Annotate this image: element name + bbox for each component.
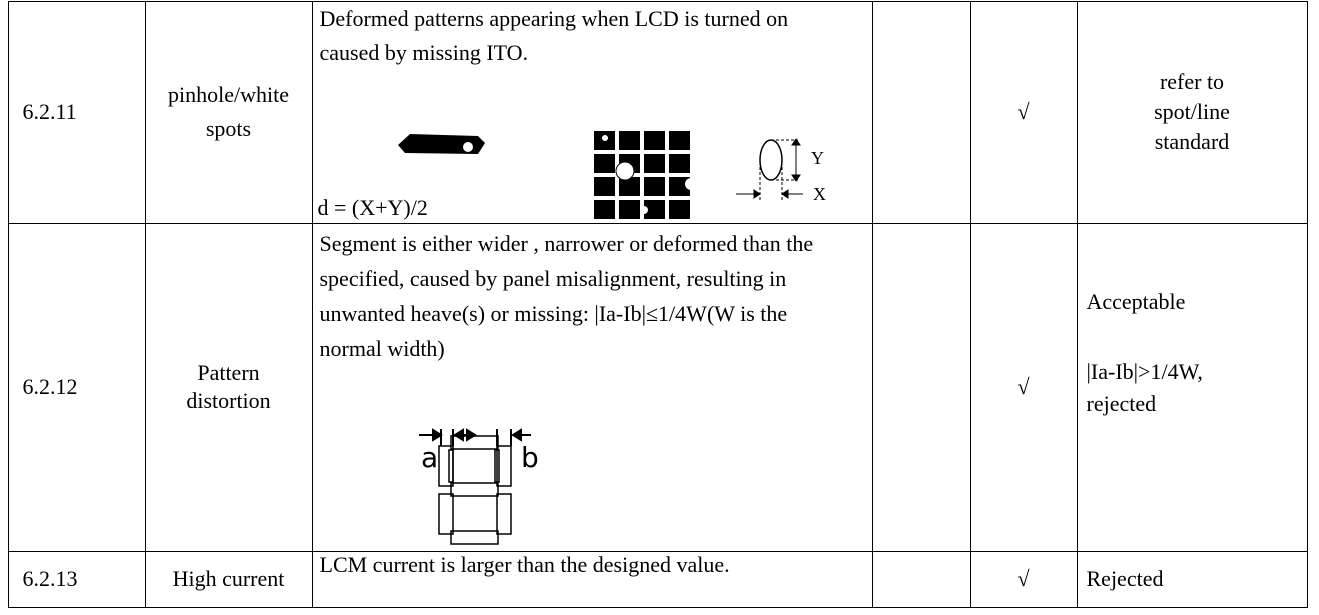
defect-shape	[397, 133, 485, 154]
cell: High current	[144, 550, 313, 608]
cell: √	[969, 0, 1078, 224]
criteria: |Ia-Ib|>1/4W, rejected	[1086, 358, 1203, 416]
cell	[871, 550, 971, 608]
row-id: 6.2.12	[22, 374, 78, 399]
cell: Rejected	[1076, 550, 1308, 608]
description: LCM current is larger than the designed …	[319, 551, 730, 577]
pixel-grid	[593, 130, 690, 219]
segment-digit	[437, 434, 512, 545]
dim-arrows	[735, 137, 803, 199]
row-id: 6.2.11	[22, 99, 77, 124]
pixel-defect	[615, 161, 634, 180]
cell: Pattern distortion	[144, 222, 313, 552]
pixel-defect	[684, 177, 697, 190]
cell: √	[969, 222, 1078, 552]
figure-label: Y	[811, 148, 824, 168]
row-id: 6.2.13	[22, 566, 78, 591]
cell: 6.2.12	[7, 222, 146, 552]
cell	[871, 222, 971, 552]
figure: a b	[418, 427, 539, 545]
cell: 6.2.13	[7, 550, 146, 608]
cell: Deformed patterns appearing when LCD is …	[311, 0, 873, 224]
cell	[871, 0, 971, 224]
cell: 6.2.11	[7, 0, 146, 224]
dim-arrows	[418, 427, 531, 446]
criteria: Acceptable	[1086, 288, 1186, 314]
formula: d = (X+Y)/2	[317, 194, 428, 220]
cell: Segment is either wider , narrower or de…	[311, 222, 873, 552]
description: Segment is either wider , narrower or de…	[319, 230, 814, 361]
pixel-defect	[601, 134, 608, 141]
dim-lines	[759, 139, 798, 200]
figure-label: X	[813, 184, 826, 204]
criteria: refer to spot/line standard	[1154, 69, 1230, 154]
figure-label: a	[421, 441, 438, 474]
figure-label: b	[521, 441, 539, 474]
spot-outline	[758, 138, 783, 181]
item: pinhole/white spots	[168, 82, 289, 141]
defect-hole	[462, 141, 473, 152]
check-mark: √	[1017, 374, 1030, 399]
pixel-defect	[639, 205, 648, 214]
item: High current	[172, 566, 285, 591]
description: Deformed patterns appearing when LCD is …	[319, 5, 789, 65]
cell: √	[969, 550, 1078, 608]
criteria: Rejected	[1086, 566, 1164, 591]
cell: Acceptable |Ia-Ib|>1/4W, rejected	[1076, 222, 1308, 552]
item: Pattern distortion	[186, 360, 271, 413]
figure: Y X	[397, 130, 826, 219]
cell: pinhole/white spots	[144, 0, 313, 224]
check-mark: √	[1017, 566, 1030, 591]
cell: refer to spot/line standard	[1076, 0, 1308, 224]
cell: LCM current is larger than the designed …	[311, 550, 873, 608]
check-mark: √	[1017, 99, 1030, 124]
